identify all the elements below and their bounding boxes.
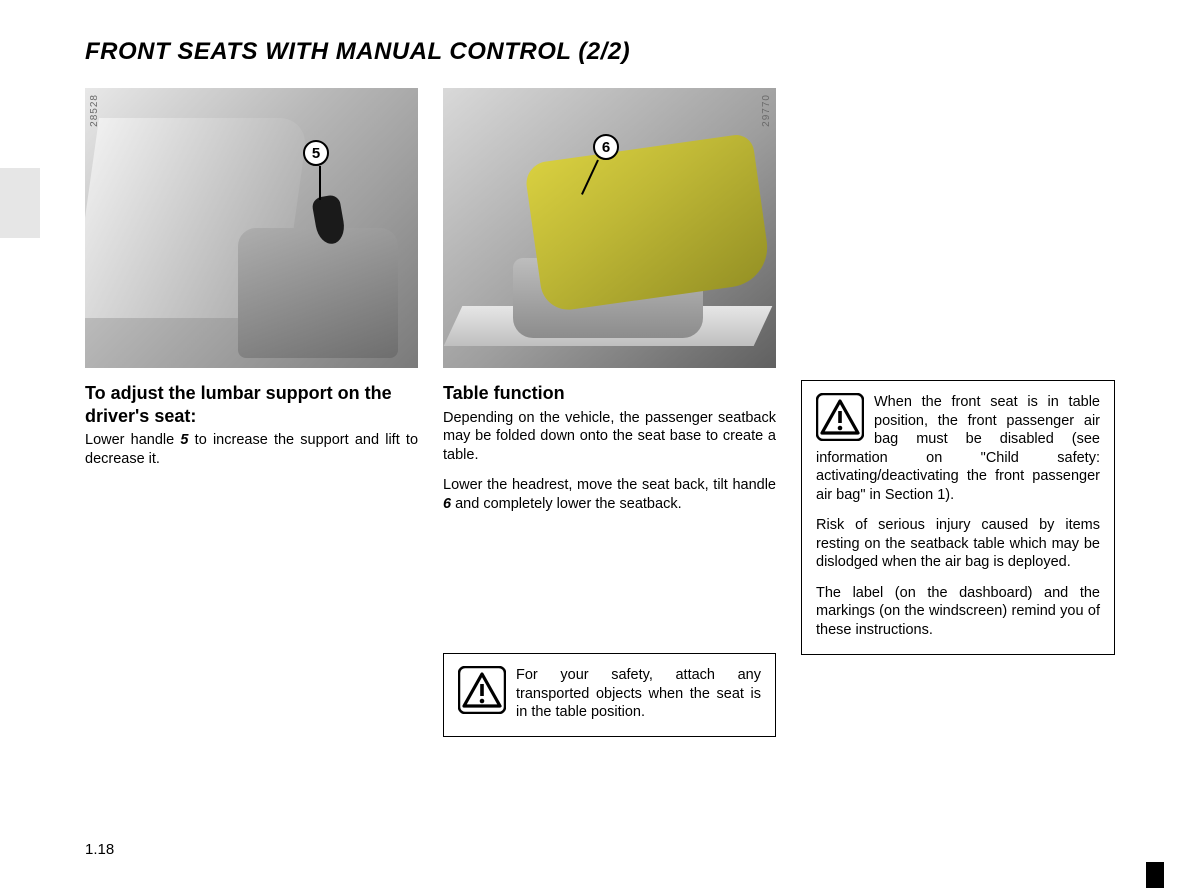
t: Risk of serious injury caused by items r… xyxy=(816,516,1100,572)
para-table-1: Depending on the vehicle, the passenger … xyxy=(443,409,776,465)
columns: 28528 5 To adjust the lumbar support on … xyxy=(85,88,1115,737)
t: Lower handle xyxy=(85,432,180,448)
warning-icon xyxy=(816,393,864,441)
warning-triangle-icon xyxy=(816,393,864,441)
para-table-2: Lower the headrest, move the seat back, … xyxy=(443,476,776,513)
heading-table: Table function xyxy=(443,382,776,405)
folded-seatback xyxy=(524,133,773,314)
column-1: 28528 5 To adjust the lumbar support on … xyxy=(85,88,418,737)
handle-ref-6: 6 xyxy=(443,496,451,512)
callout-6: 6 xyxy=(593,134,619,160)
title-sub: (2/2) xyxy=(578,38,630,65)
warning-triangle-icon xyxy=(458,666,506,714)
page-title: FRONT SEATS WITH MANUAL CONTROL (2/2) xyxy=(85,38,1115,66)
figure-table-function: 29770 6 xyxy=(443,88,776,368)
corner-mark xyxy=(1146,862,1164,888)
figure-lumbar: 28528 5 xyxy=(85,88,418,368)
center-console xyxy=(238,228,398,358)
title-main: FRONT SEATS WITH MANUAL CONTROL xyxy=(85,38,578,65)
page-number: 1.18 xyxy=(85,841,114,858)
warning-box-transport: For your safety, attach any transported … xyxy=(443,653,776,737)
image-code: 28528 xyxy=(89,94,100,127)
side-tab xyxy=(0,168,40,238)
handle-ref-5: 5 xyxy=(180,432,188,448)
image-code: 29770 xyxy=(761,94,772,127)
heading-lumbar: To adjust the lumbar support on the driv… xyxy=(85,382,418,427)
warning-box-airbag: When the front seat is in table position… xyxy=(801,380,1115,655)
column-2: 29770 6 Table function Depending on the … xyxy=(443,88,776,737)
callout-5: 5 xyxy=(303,140,329,166)
page-content: FRONT SEATS WITH MANUAL CONTROL (2/2) 28… xyxy=(85,38,1115,737)
column-3: When the front seat is in table position… xyxy=(801,88,1115,737)
t: and completely lower the seatback. xyxy=(451,496,682,512)
callout-5-leader xyxy=(319,166,321,200)
para-lumbar: Lower handle 5 to increase the support a… xyxy=(85,431,418,468)
t: Lower the headrest, move the seat back, … xyxy=(443,477,776,493)
t: The label (on the dashboard) and the mar… xyxy=(816,584,1100,640)
warning-icon xyxy=(458,666,506,714)
